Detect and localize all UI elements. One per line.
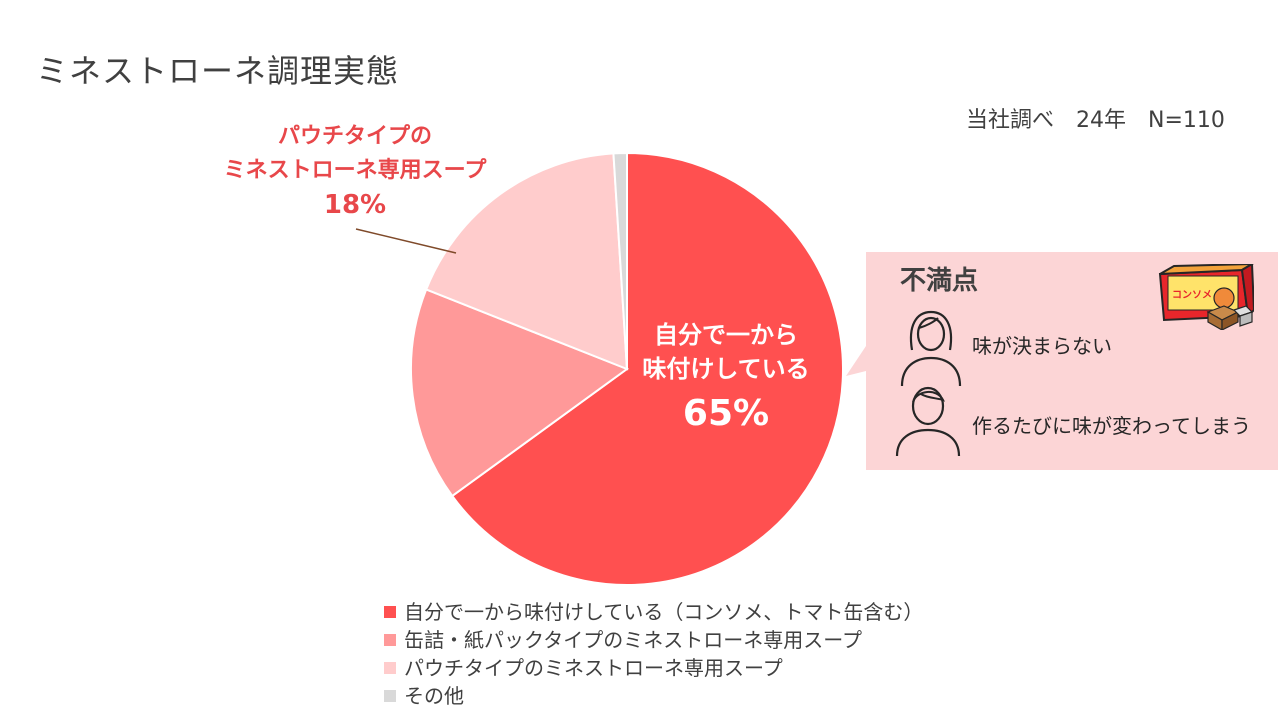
legend-label: 自分で一から味付けしている（コンソメ、トマト缶含む） [404, 600, 924, 624]
legend-item-other: その他 [384, 682, 923, 710]
self-seasoned-line2: 味付けしている [642, 355, 810, 383]
chart-legend: 自分で一から味付けしている（コンソメ、トマト缶含む） 缶詰・紙パックタイプのミネ… [384, 598, 923, 710]
legend-swatch [384, 662, 396, 674]
legend-swatch [384, 690, 396, 702]
pouch-callout: パウチタイプの ミネストローネ専用スープ 18% [200, 120, 510, 222]
panel-pointer [846, 340, 870, 376]
self-seasoned-label: 自分で一から 味付けしている 65% [626, 318, 826, 442]
legend-item-canned: 缶詰・紙パックタイプのミネストローネ専用スープ [384, 626, 923, 654]
pie-slice-pouch [424, 152, 629, 371]
legend-swatch [384, 634, 396, 646]
pouch-callout-line1: パウチタイプの [277, 124, 432, 149]
pie-slice-self-seasoned [450, 151, 844, 586]
legend-label: 缶詰・紙パックタイプのミネストローネ専用スープ [404, 628, 862, 652]
consomme-box-icon: コンソメ [1158, 264, 1254, 330]
pie-slice-canned [410, 288, 630, 498]
legend-swatch [384, 606, 396, 618]
self-seasoned-line1: 自分で一から [654, 321, 798, 349]
pouch-callout-line2: ミネストローネ専用スープ [223, 158, 487, 183]
complaint-item-2: 作るたびに味が変わってしまう [972, 414, 1251, 438]
complaint-item-1: 味が決まらない [972, 334, 1112, 358]
page-title: ミネストローネ調理実態 [36, 52, 400, 90]
legend-label: その他 [404, 684, 464, 708]
complaints-title: 不満点 [900, 266, 979, 296]
pie-slice-other [612, 151, 628, 370]
legend-item-pouch: パウチタイプのミネストローネ専用スープ [384, 654, 923, 682]
product-label: コンソメ [1172, 289, 1212, 301]
man-icon [895, 386, 961, 457]
pouch-callout-percent: 18% [323, 190, 387, 220]
source-note: 当社調べ 24年 N=110 [966, 108, 1225, 133]
woman-icon [900, 310, 962, 387]
legend-item-self-seasoned: 自分で一から味付けしている（コンソメ、トマト缶含む） [384, 598, 923, 626]
legend-label: パウチタイプのミネストローネ専用スープ [404, 656, 783, 680]
self-seasoned-percent: 65% [682, 393, 770, 434]
